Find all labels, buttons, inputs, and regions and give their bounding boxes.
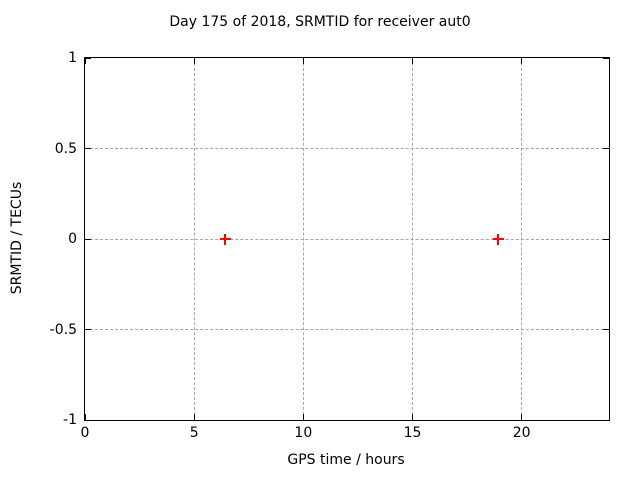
x-tick-top-5	[193, 58, 195, 64]
gridline-y--0.5	[85, 329, 609, 330]
x-tick-top-10	[302, 58, 304, 64]
gridline-y-0	[85, 238, 609, 240]
x-tick-label: 15	[403, 425, 422, 441]
x-tick-label: 5	[189, 425, 199, 441]
x-tick-bottom-0	[84, 414, 86, 420]
y-tick-right--0.5	[603, 329, 609, 330]
x-tick-bottom-20	[521, 414, 523, 420]
x-tick-label: 10	[294, 425, 313, 441]
chart-title: Day 175 of 2018, SRMTID for receiver aut…	[169, 14, 471, 30]
y-tick-right--1	[603, 419, 609, 421]
x-tick-top-20	[521, 58, 523, 64]
x-tick-bottom-10	[302, 414, 304, 420]
plot-area: 0 5 10 15 20 -1 -0.5 0 0.5 1	[50, 50, 610, 441]
y-tick-label: -0.5	[49, 321, 77, 338]
y-tick-label: 0.5	[54, 140, 77, 157]
x-tick-label: 0	[80, 425, 90, 441]
x-tick-bottom-15	[412, 414, 413, 420]
y-tick-left-1	[85, 57, 91, 59]
y-tick-left--1	[85, 419, 91, 421]
y-tick-left--0.5	[85, 329, 91, 330]
data-point-marker	[223, 234, 226, 245]
y-tick-left-0.5	[85, 148, 91, 149]
y-tick-left-0	[85, 238, 91, 240]
y-tick-right-1	[603, 57, 609, 59]
y-tick-label: 1	[68, 50, 77, 66]
x-tick-label: 20	[512, 425, 531, 441]
x-axis-label: GPS time / hours	[287, 452, 405, 468]
x-tick-top-15	[412, 58, 413, 64]
y-tick-label: 0	[68, 231, 77, 247]
x-tick-bottom-5	[193, 414, 195, 420]
y-tick-right-0	[603, 238, 609, 240]
y-tick-label: -1	[63, 412, 77, 428]
y-tick-right-0.5	[603, 148, 609, 149]
data-point-marker	[496, 234, 499, 245]
x-tick-top-0	[84, 58, 86, 64]
gridline-y-0.5	[85, 148, 609, 149]
